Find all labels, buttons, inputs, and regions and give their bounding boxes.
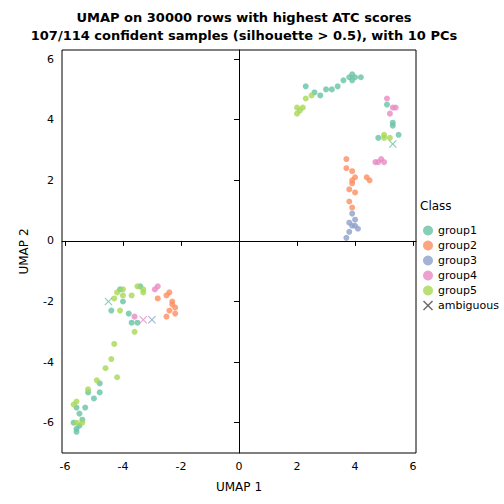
svg-text:group4: group4 xyxy=(438,269,477,282)
svg-text:0: 0 xyxy=(236,460,243,473)
svg-text:2: 2 xyxy=(294,460,301,473)
svg-text:UMAP on 30000 rows with highes: UMAP on 30000 rows with highest ATC scor… xyxy=(76,10,411,25)
svg-text:6: 6 xyxy=(47,53,54,66)
svg-text:group5: group5 xyxy=(438,284,477,297)
svg-text:2: 2 xyxy=(47,174,54,187)
svg-text:-6: -6 xyxy=(43,416,54,429)
svg-text:4: 4 xyxy=(47,113,54,126)
svg-text:UMAP 2: UMAP 2 xyxy=(17,228,31,274)
svg-text:ambiguous: ambiguous xyxy=(438,299,499,312)
svg-text:107/114 confident samples (sil: 107/114 confident samples (silhouette > … xyxy=(31,28,458,43)
svg-text:6: 6 xyxy=(410,460,417,473)
svg-text:0: 0 xyxy=(47,234,54,247)
svg-text:group3: group3 xyxy=(438,254,477,267)
svg-text:Class: Class xyxy=(420,199,452,213)
svg-text:4: 4 xyxy=(352,460,359,473)
svg-text:group2: group2 xyxy=(438,239,477,252)
svg-text:-2: -2 xyxy=(175,460,186,473)
svg-text:-4: -4 xyxy=(117,460,128,473)
svg-text:-2: -2 xyxy=(43,295,54,308)
svg-text:-6: -6 xyxy=(59,460,70,473)
svg-text:-4: -4 xyxy=(43,356,54,369)
svg-text:group1: group1 xyxy=(438,224,477,237)
svg-text:UMAP 1: UMAP 1 xyxy=(216,480,262,494)
